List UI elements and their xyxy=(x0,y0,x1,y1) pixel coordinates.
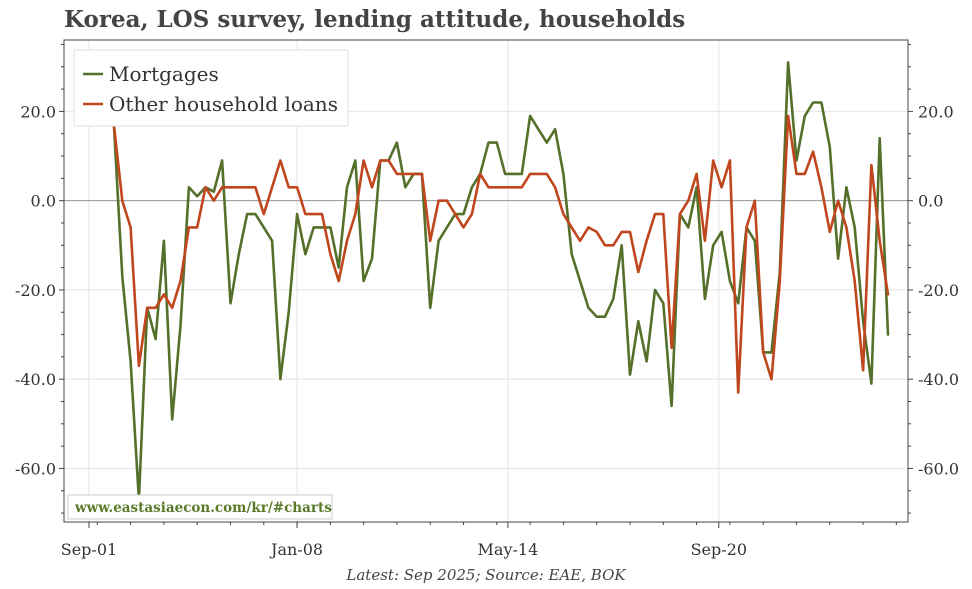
series-line-mortgages xyxy=(112,60,890,502)
watermark-box xyxy=(67,494,333,520)
y-tick-label-right: 0.0 xyxy=(918,192,943,211)
y-tick-label-left: -40.0 xyxy=(15,370,56,389)
plot-frame xyxy=(63,39,909,523)
y-tick-label-right: -60.0 xyxy=(918,459,959,478)
x-tick-label: Sep-20 xyxy=(691,540,747,559)
series-lines xyxy=(112,60,890,502)
axis-ticks: 20.0 20.0 0.0 0.0 -20.0 -20.0 -40.0 -40.0 -60.0 -… xyxy=(15,43,959,559)
y-tick-label-left: -20.0 xyxy=(15,281,56,300)
legend: Mortgages Other household loans xyxy=(73,49,349,127)
series-line-other-household-loans xyxy=(112,114,890,394)
y-tick-label-left: -60.0 xyxy=(15,459,56,478)
legend-label: Mortgages xyxy=(109,62,219,86)
watermark: www.eastasiaecon.com/kr/#charts xyxy=(67,494,333,520)
x-tick-label: Jan-08 xyxy=(269,540,323,559)
y-tick-label-right: -20.0 xyxy=(918,281,959,300)
y-tick-label-right: -40.0 xyxy=(918,370,959,389)
legend-label: Other household loans xyxy=(109,92,338,116)
y-tick-label-left: 0.0 xyxy=(31,192,56,211)
y-tick-label-left: 20.0 xyxy=(20,102,56,121)
legend-box xyxy=(73,49,349,127)
watermark-text: www.eastasiaecon.com/kr/#charts xyxy=(74,500,332,516)
y-tick-label-right: 20.0 xyxy=(918,102,954,121)
x-tick-label: May-14 xyxy=(478,540,539,559)
x-tick-label: Sep-01 xyxy=(61,540,117,559)
chart-title: Korea, LOS survey, lending attitude, hou… xyxy=(64,6,686,33)
source-footnote: Latest: Sep 2025; Source: EAE, BOK xyxy=(346,566,626,584)
